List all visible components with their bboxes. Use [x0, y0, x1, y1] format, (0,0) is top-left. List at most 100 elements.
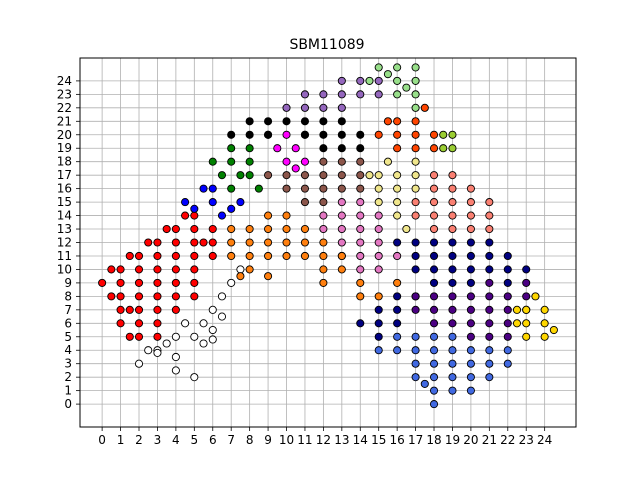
data-point [429, 346, 439, 355]
series-group [512, 292, 558, 341]
data-point [429, 265, 439, 274]
data-point [411, 251, 420, 261]
data-point [411, 171, 420, 180]
data-point [319, 211, 328, 220]
data-point [245, 130, 254, 139]
data-point [448, 292, 457, 301]
data-point [134, 292, 144, 301]
data-point [356, 184, 365, 193]
data-point [466, 278, 475, 287]
y-tick-label: 4 [64, 343, 72, 357]
data-point [245, 157, 254, 166]
y-tick-label: 18 [57, 155, 72, 169]
data-point [134, 319, 144, 328]
data-point [411, 373, 420, 382]
data-point [227, 238, 236, 247]
data-point [429, 400, 439, 409]
data-point [485, 332, 494, 341]
data-point [503, 265, 512, 274]
data-point [319, 198, 328, 207]
series-group [227, 211, 402, 301]
data-point [429, 211, 439, 220]
data-point [365, 76, 374, 85]
data-point [540, 319, 549, 328]
data-point [448, 198, 457, 207]
data-point [356, 278, 365, 287]
data-point [153, 319, 162, 328]
data-point [374, 211, 383, 220]
data-point [116, 305, 125, 314]
data-point [337, 76, 346, 85]
data-point [134, 332, 144, 341]
data-point [411, 211, 420, 220]
y-tick-label: 22 [57, 101, 72, 115]
data-point [134, 265, 144, 274]
data-point [411, 103, 420, 112]
data-point [393, 90, 402, 99]
data-point [374, 63, 383, 72]
data-point [439, 144, 448, 153]
y-tick-label: 8 [64, 289, 72, 303]
data-point [522, 278, 531, 287]
x-tick-label: 20 [463, 433, 478, 447]
data-point [162, 339, 171, 348]
data-point [466, 373, 475, 382]
data-point [319, 184, 328, 193]
data-point [393, 292, 402, 301]
data-point [217, 171, 227, 180]
data-point [356, 224, 365, 234]
data-point [337, 184, 346, 193]
y-tick-label: 1 [64, 384, 72, 398]
data-point [144, 238, 153, 247]
data-point [337, 171, 346, 180]
y-tick-label: 12 [57, 236, 72, 250]
data-point [190, 204, 199, 213]
data-point [411, 63, 420, 72]
data-point [208, 305, 217, 314]
y-tick-label: 10 [57, 262, 72, 276]
data-point [337, 117, 346, 126]
data-point [429, 359, 439, 368]
data-point [356, 238, 365, 247]
x-tick-label: 11 [297, 433, 312, 447]
data-point [282, 184, 291, 193]
data-point [411, 292, 420, 301]
data-point [153, 251, 162, 261]
data-point [134, 251, 144, 261]
data-point [319, 157, 328, 166]
data-point [208, 251, 217, 261]
y-tick-label: 17 [57, 168, 72, 182]
x-tick-label: 4 [172, 433, 180, 447]
data-point [466, 359, 475, 368]
data-point [153, 348, 162, 357]
data-point [356, 90, 365, 99]
data-point [522, 319, 531, 328]
data-point [503, 332, 512, 341]
data-point [282, 157, 291, 166]
data-point [356, 319, 365, 328]
x-tick-label: 13 [334, 433, 349, 447]
data-point [485, 359, 494, 368]
data-point [181, 319, 190, 328]
data-point [125, 251, 134, 261]
data-point [337, 103, 346, 112]
data-point [393, 76, 402, 85]
data-point [227, 278, 236, 287]
data-point [411, 117, 420, 126]
data-point [411, 265, 420, 274]
data-point [153, 305, 162, 314]
data-point [264, 117, 273, 126]
data-point [374, 171, 383, 180]
data-point [153, 278, 162, 287]
data-point [245, 144, 254, 153]
data-point [448, 238, 457, 247]
data-point [300, 117, 310, 126]
data-point [337, 224, 346, 234]
x-tick-label: 18 [426, 433, 441, 447]
x-tick-label: 16 [390, 433, 405, 447]
data-point [227, 184, 236, 193]
data-point [356, 292, 365, 301]
data-point [485, 278, 494, 287]
x-tick-label: 19 [445, 433, 460, 447]
